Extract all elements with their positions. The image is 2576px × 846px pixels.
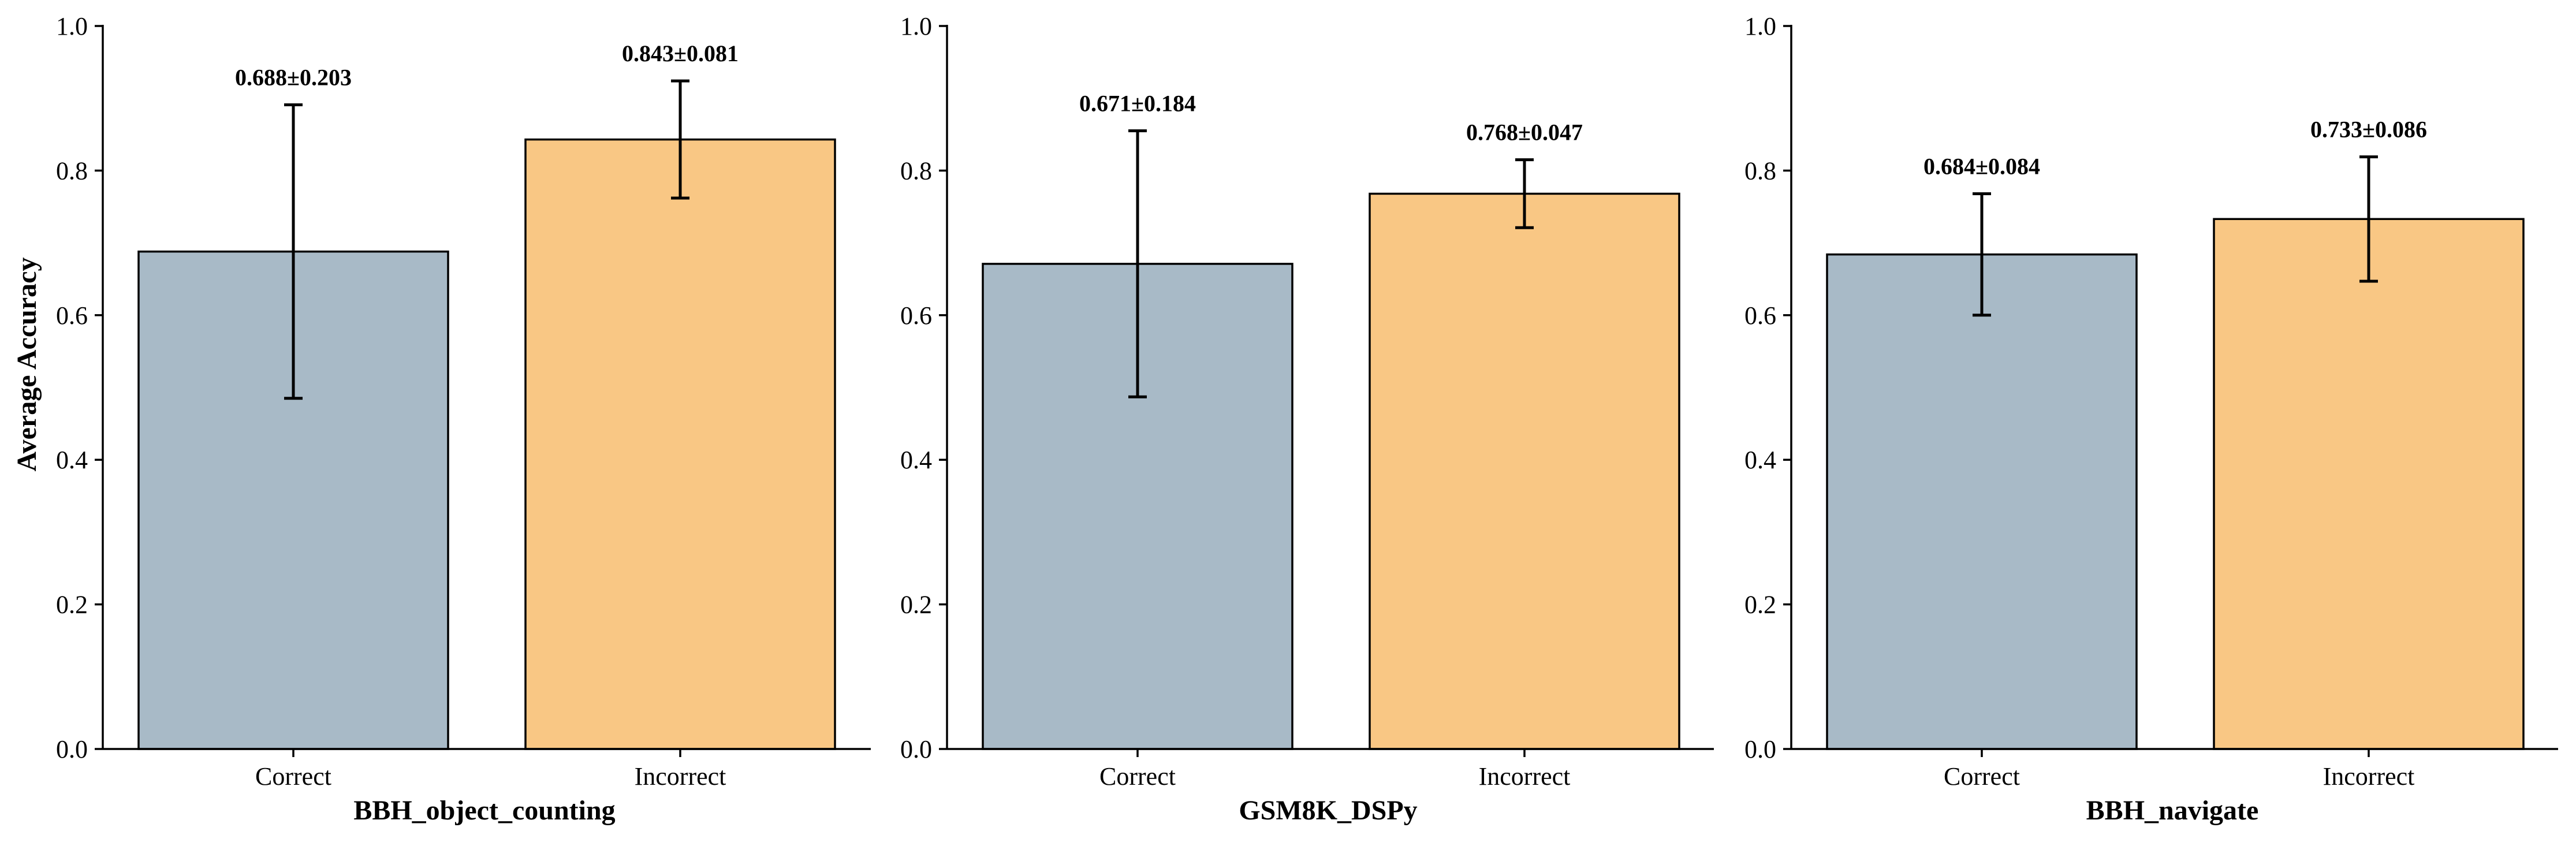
chart-panel-3: 0.684±0.084 0.733±0.086 0.0 0.2 0.4 0.6 0.8 1.0… <box>1744 12 2558 826</box>
y-tick-label: 0.2 <box>900 591 932 619</box>
data-label: 0.688±0.203 <box>235 64 352 90</box>
x-axis-label: GSM8K_DSPy <box>1239 795 1417 826</box>
bar-correct <box>1826 253 2138 750</box>
y-tick-label: 1.0 <box>900 12 932 40</box>
y-tick-label: 1.0 <box>56 12 88 40</box>
y-tick-label: 1.0 <box>1744 12 1776 40</box>
data-label: 0.671±0.184 <box>1079 91 1196 117</box>
y-tick-label: 0.0 <box>900 735 932 763</box>
error-bar-correct <box>284 103 303 400</box>
y-tick-label: 0.8 <box>1744 156 1776 185</box>
x-axis-label: BBH_object_counting <box>353 795 615 826</box>
y-tick-label: 0.4 <box>1744 446 1776 474</box>
y-tick-label: 0.6 <box>900 301 932 330</box>
chart-panel-2: 0.671±0.184 0.768±0.047 0.0 0.2 0.4 0.6 0.8 1.0… <box>900 12 1714 826</box>
y-tick-label: 0.4 <box>900 446 932 474</box>
y-tick-label: 0.2 <box>1744 591 1776 619</box>
x-tick-label: Correct <box>1099 762 1176 791</box>
data-label: 0.684±0.084 <box>1923 153 2040 179</box>
error-bar-incorrect <box>2359 155 2378 283</box>
bar-incorrect <box>1369 192 1680 750</box>
data-label: 0.733±0.086 <box>2310 117 2427 143</box>
bar-incorrect <box>524 138 836 750</box>
x-tick-label: Incorrect <box>635 762 726 791</box>
x-tick-label: Incorrect <box>1479 762 1571 791</box>
x-axis-label: BBH_navigate <box>2086 795 2259 826</box>
y-tick-label: 0.6 <box>1744 301 1776 330</box>
y-axis-label: Average Accuracy <box>12 258 42 472</box>
y-tick-label: 0.2 <box>56 591 88 619</box>
data-label: 0.768±0.047 <box>1466 120 1583 146</box>
y-tick-label: 0.8 <box>900 156 932 185</box>
y-tick-label: 0.0 <box>56 735 88 763</box>
y-tick-label: 0.8 <box>56 156 88 185</box>
error-bar-incorrect <box>1515 158 1534 229</box>
x-tick-label: Correct <box>1944 762 2020 791</box>
y-tick-label: 0.0 <box>1744 735 1776 763</box>
y-tick-label: 0.6 <box>56 301 88 330</box>
error-bar-correct <box>1128 129 1147 398</box>
bar-incorrect <box>2213 218 2525 750</box>
data-label: 0.843±0.081 <box>622 40 739 66</box>
error-bar-correct <box>1973 192 1991 317</box>
x-tick-label: Incorrect <box>2323 762 2415 791</box>
x-tick-label: Correct <box>255 762 331 791</box>
y-tick-label: 0.4 <box>56 446 88 474</box>
error-bar-incorrect <box>671 79 689 200</box>
chart-panel-1: 0.688±0.203 0.843±0.081 0.0 0.2 0.4 0.6 0.8 1.0… <box>12 12 871 826</box>
